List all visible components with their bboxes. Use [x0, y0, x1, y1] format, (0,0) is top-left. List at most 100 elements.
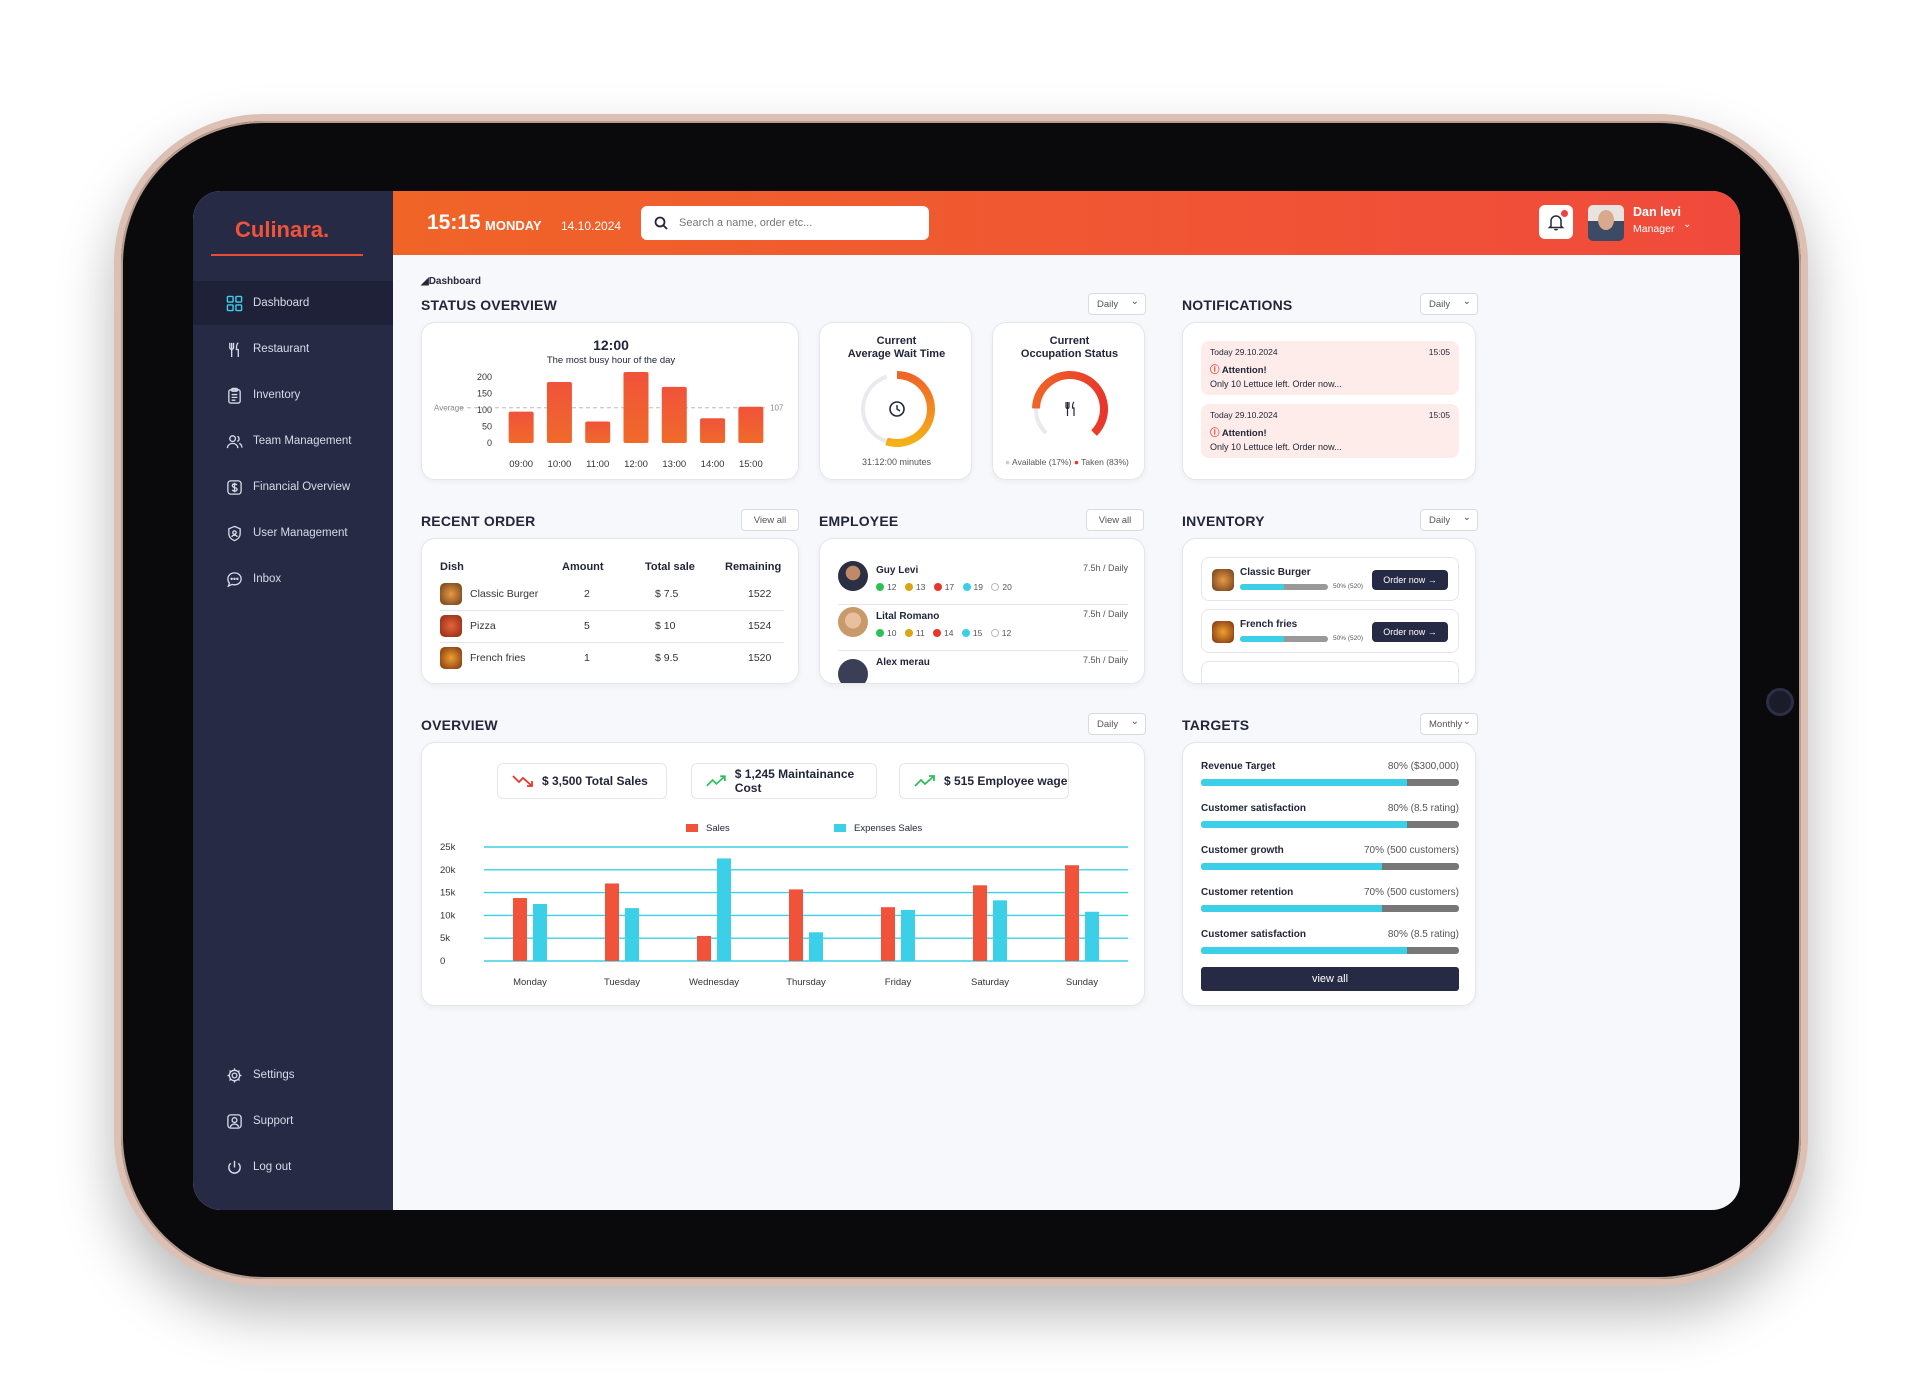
busy-hour-value: 12:00 — [593, 337, 629, 353]
dish-amount: 2 — [584, 588, 590, 600]
avatar — [838, 659, 868, 683]
notification-time: 15:05 — [1428, 347, 1450, 357]
x-tick-label: 10:00 — [548, 459, 572, 470]
dish-name: Pizza — [470, 620, 496, 632]
sidebar-item-team-management[interactable]: Team Management — [193, 419, 393, 463]
sidebar-item-user-management[interactable]: User Management — [193, 511, 393, 555]
table-row[interactable]: Pizza 5 $ 10 1524 — [440, 613, 784, 643]
sidebar-item-financial-overview[interactable]: Financial Overview — [193, 465, 393, 509]
dish-amount: 1 — [584, 652, 590, 664]
bar — [625, 908, 639, 961]
y-tick-label: 100 — [477, 405, 492, 415]
sidebar-item-log-out[interactable]: Log out — [193, 1145, 393, 1189]
list-item[interactable]: Lital Romano 7.5h / Daily 10 11 14 15 12 — [838, 605, 1128, 651]
occupation-gauge — [1032, 371, 1108, 436]
notification-date: Today 29.10.2024 — [1210, 347, 1278, 357]
occupation-title-line1: Current — [1049, 335, 1090, 347]
employee-stats: 10 11 14 15 12 — [876, 628, 1011, 638]
trend-up-icon — [914, 775, 935, 787]
sidebar-item-support[interactable]: Support — [193, 1099, 393, 1143]
wait-time-value: 31:12:00 minutes — [861, 457, 932, 467]
weekly-sales-chart: 25k 20k 15k 10k 5k 0 Monday Tuesday Wednesday Thu… — [440, 842, 1128, 988]
wait-time-card: Current Average Wait Time 31:12:00 minut… — [819, 322, 972, 480]
targets-filter-dropdown[interactable]: Monthly — [1420, 713, 1478, 735]
dish-remaining: 1520 — [748, 652, 772, 664]
recent-order-view-all-button[interactable]: View all — [741, 509, 799, 531]
employee-card: Guy Levi 7.5h / Daily 12 13 17 19 20 Lit… — [819, 538, 1145, 684]
legend-expenses: Expenses Sales — [834, 823, 922, 834]
user-name[interactable]: Dan levi — [1633, 205, 1681, 219]
y-tick-label: 15k — [440, 888, 456, 899]
maintenance-cost-pill[interactable]: $ 1,245 Maintainance Cost — [691, 763, 877, 799]
employee-view-all-button[interactable]: View all — [1086, 509, 1144, 531]
order-now-button[interactable]: Order now → — [1372, 622, 1448, 642]
notification-time: 15:05 — [1428, 410, 1450, 420]
wait-title-line1: Current — [876, 335, 917, 347]
camera-icon — [1766, 688, 1794, 716]
chevron-down-icon[interactable]: ⌄ — [1683, 219, 1692, 230]
bar — [585, 421, 611, 443]
sidebar-item-settings[interactable]: Settings — [193, 1053, 393, 1097]
bar — [789, 889, 803, 961]
avatar[interactable] — [1588, 205, 1624, 241]
notifications-filter-dropdown[interactable]: Daily — [1420, 293, 1478, 315]
employee-hours: 7.5h / Daily — [1082, 609, 1128, 619]
dish-image — [440, 615, 462, 637]
total-sales-pill[interactable]: $ 3,500 Total Sales — [497, 763, 667, 799]
notifications-title: NOTIFICATIONS — [1182, 297, 1293, 313]
list-item[interactable]: Guy Levi 7.5h / Daily 12 13 17 19 20 — [838, 559, 1128, 605]
status-filter-dropdown[interactable]: Daily — [1088, 293, 1146, 315]
dish-total: $ 7.5 — [655, 588, 679, 600]
y-tick-label: 25k — [440, 842, 456, 853]
overview-filter-dropdown[interactable]: Daily — [1088, 713, 1146, 735]
dish-image — [440, 647, 462, 669]
search-input[interactable] — [641, 206, 929, 240]
clock-date: 14.10.2024 — [561, 219, 622, 233]
x-tick-label: 09:00 — [509, 459, 533, 470]
logo-divider — [211, 254, 363, 256]
users-icon — [226, 434, 243, 448]
user-support-icon — [227, 1113, 242, 1129]
inventory-level-bar — [1240, 584, 1328, 590]
col-header-dish: Dish — [440, 561, 464, 573]
notifications-button[interactable] — [1539, 205, 1573, 239]
sidebar-item-inventory[interactable]: Inventory — [193, 373, 393, 417]
breadcrumb[interactable]: ◢Dashboard — [421, 276, 481, 287]
inventory-filter-dropdown[interactable]: Daily — [1420, 509, 1478, 531]
bar — [717, 858, 731, 961]
x-tick-label: Friday — [885, 977, 912, 988]
sidebar-item-dashboard[interactable]: Dashboard — [193, 281, 393, 325]
y-tick-label: 0 — [440, 956, 445, 967]
table-row[interactable]: French fries 1 $ 9.5 1520 — [440, 645, 784, 675]
table-row[interactable]: Classic Burger 2 $ 7.5 1522 — [440, 581, 784, 611]
employee-hours: 7.5h / Daily — [1082, 655, 1128, 665]
y-tick-label: 0 — [487, 438, 492, 448]
dashboard-screen: Culinara. Dashboard Restaurant Inventory… — [193, 191, 1740, 1210]
targets-view-all-button[interactable]: view all — [1201, 967, 1459, 991]
notification-badge — [1561, 210, 1568, 217]
overview-title: OVERVIEW — [421, 717, 498, 733]
notification-heading: ⓘ Attention! — [1210, 428, 1267, 439]
dollar-icon — [227, 479, 242, 495]
notification-item[interactable]: Today 29.10.2024 15:05 ⓘ Attention! Only… — [1201, 404, 1459, 458]
employee-name: Guy Levi — [876, 565, 919, 576]
inventory-item-name: French fries — [1240, 619, 1298, 630]
col-header-remaining: Remaining — [725, 561, 782, 573]
notification-date: Today 29.10.2024 — [1210, 410, 1278, 420]
sidebar-item-inbox[interactable]: Inbox — [193, 557, 393, 601]
top-bar: 15:15 MONDAY 14.10.2024 Dan levi Manager… — [393, 191, 1740, 255]
app-logo[interactable]: Culinara. — [235, 217, 330, 242]
inventory-level-bar — [1240, 636, 1328, 642]
sidebar-item-restaurant[interactable]: Restaurant — [193, 327, 393, 371]
sidebar-item-label: Support — [253, 1115, 294, 1127]
order-now-button[interactable]: Order now → — [1372, 570, 1448, 590]
fork-knife-icon — [229, 341, 239, 357]
targets-card: Revenue Target 80% ($300,000) Customer sa… — [1182, 742, 1476, 1006]
employee-wage-pill[interactable]: $ 515 Employee wage — [899, 763, 1069, 799]
bar — [697, 935, 711, 961]
notification-item[interactable]: Today 29.10.2024 15:05 ⓘ Attention! Only… — [1201, 341, 1459, 395]
bar — [700, 418, 726, 443]
list-item — [1201, 661, 1459, 683]
list-item[interactable]: Alex merau 7.5h / Daily — [838, 651, 1128, 683]
sidebar-item-label: Restaurant — [253, 343, 310, 355]
